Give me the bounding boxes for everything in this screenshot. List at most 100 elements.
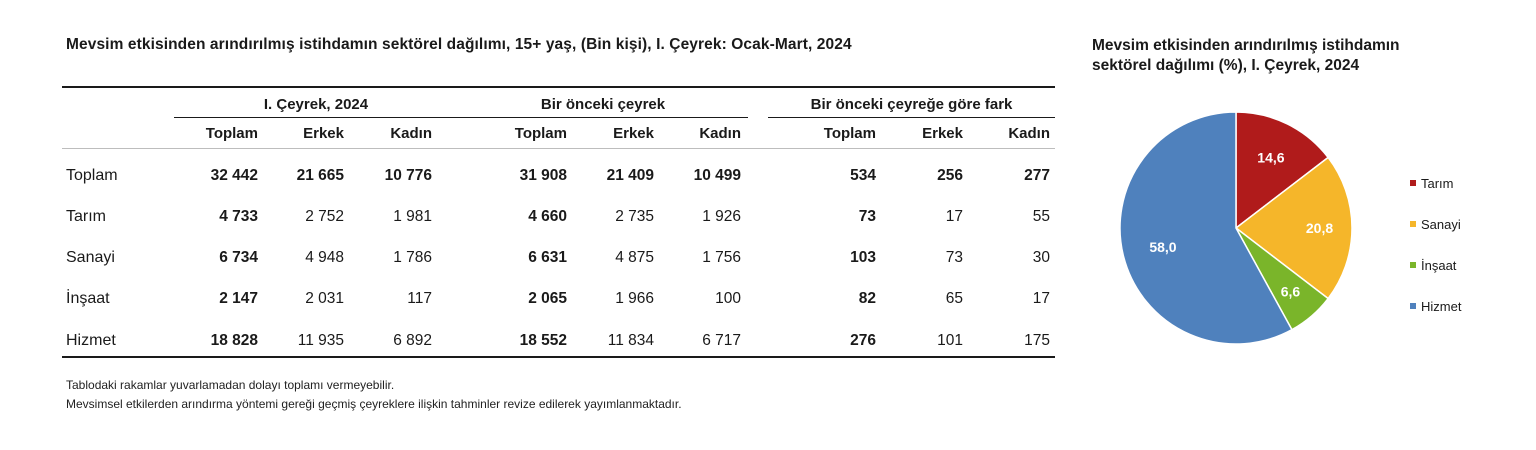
table-row: Hizmet 18 828 11 935 6 892 18 552 11 834 6 717… [62,329,1055,353]
column-header-kadin: Kadın [390,125,432,142]
table-cell: 32 442 [210,167,258,184]
table-cell: 2 031 [305,290,344,307]
table-cell: 4 875 [615,249,654,266]
table-row: Sanayi 6 734 4 948 1 786 6 631 4 875 1 756 103 7… [62,246,1055,270]
table-row: Tarım 4 733 2 752 1 981 4 660 2 735 1 926 73 17 5… [62,205,1055,229]
pie-data-label: 6,6 [1281,283,1301,299]
row-label: Sanayi [66,249,115,266]
chart-title-line: sektörel dağılımı (%), I. Çeyrek, 2024 [1092,57,1360,74]
table-title: Mevsim etkisinden arındırılmış istihdamı… [66,36,852,53]
group-header-previous-quarter: Bir önceki çeyrek [540,96,666,113]
table-cell: 1 981 [393,208,432,225]
legend-item: Sanayi [1410,215,1461,235]
column-header-toplam: Toplam [514,125,567,142]
table-cell: 30 [1032,249,1050,266]
table-cell: 17 [945,208,963,225]
column-header-toplam: Toplam [205,125,258,142]
column-header-erkek: Erkek [922,125,963,142]
column-header-erkek: Erkek [303,125,344,142]
group-underline-previous [458,117,748,118]
table-cell: 73 [858,208,876,225]
legend-swatch [1410,303,1416,309]
table-cell: 31 908 [519,167,567,184]
employment-table: I. Çeyrek, 2024 Bir önceki çeyrek Bir ön… [62,86,1055,361]
table-cell: 73 [945,249,963,266]
legend-label: Tarım [1421,176,1454,191]
table-cell: 11 834 [607,332,654,349]
table-cell: 4 733 [219,208,258,225]
table-cell: 1 926 [702,208,741,225]
legend-swatch [1410,180,1416,186]
table-top-rule [62,86,1055,88]
row-label: Toplam [66,167,118,184]
table-cell: 21 665 [296,167,344,184]
chart-legend: Tarım Sanayi İnşaat Hizmet [1410,174,1461,338]
table-cell: 6 734 [219,249,258,266]
note-line: Mevsimsel etkilerden arındırma yöntemi g… [66,397,682,411]
note-line: Tablodaki rakamlar yuvarlamadan dolayı t… [66,378,395,392]
group-underline-q1 [174,117,458,118]
table-cell: 117 [407,290,432,307]
row-label: İnşaat [66,290,110,307]
table-cell: 101 [937,332,963,349]
pie-slice-2 [1234,156,1353,300]
table-cell: 82 [858,290,876,307]
pie-data-label: 20,8 [1306,220,1333,236]
chart-title-line: Mevsim etkisinden arındırılmış istihdamı… [1092,37,1400,54]
table-cell: 55 [1032,208,1050,225]
table-cell: 21 409 [606,167,654,184]
chart-title: Mevsim etkisinden arındırılmış istihdamı… [1092,36,1400,76]
table-bottom-rule [62,356,1055,358]
legend-swatch [1410,262,1416,268]
pie-data-label: 58,0 [1149,239,1176,255]
table-notes: Tablodaki rakamlar yuvarlamadan dolayı t… [66,376,682,414]
table-cell: 534 [850,167,876,184]
legend-label: Sanayi [1421,217,1461,232]
table-cell: 276 [850,332,876,349]
pie-chart: 14,6 20,8 6,6 58,0 [1119,111,1353,345]
table-cell: 10 776 [384,167,432,184]
group-header-difference: Bir önceki çeyreğe göre fark [810,96,1013,113]
table-cell: 277 [1024,167,1050,184]
table-cell: 103 [850,249,876,266]
row-label: Tarım [66,208,106,225]
table-cell: 1 966 [615,290,654,307]
table-row: Toplam 32 442 21 665 10 776 31 908 21 409 10 4… [62,164,1055,188]
table-cell: 2 735 [615,208,654,225]
table-cell: 6 892 [393,332,432,349]
column-header-rule [62,148,1055,149]
table-cell: 6 717 [702,332,741,349]
table-cell: 6 631 [528,249,567,266]
table-cell: 10 499 [693,167,741,184]
group-header-q1-2024: I. Çeyrek, 2024 [263,96,369,113]
table-cell: 256 [937,167,963,184]
table-cell: 17 [1032,290,1050,307]
row-label: Hizmet [66,332,116,349]
column-header-toplam: Toplam [823,125,876,142]
table-cell: 2 752 [305,208,344,225]
legend-item: İnşaat [1410,256,1461,276]
pie-slice-4 [1119,111,1293,345]
table-cell: 4 660 [528,208,567,225]
legend-item: Hizmet [1410,297,1461,317]
table-cell: 2 065 [528,290,567,307]
table-cell: 1 756 [702,249,741,266]
column-header-kadin: Kadın [699,125,741,142]
table-cell: 175 [1024,332,1050,349]
table-cell: 4 948 [305,249,344,266]
table-cell: 11 935 [297,332,344,349]
table-row: İnşaat 2 147 2 031 117 2 065 1 966 100 82 65 17 [62,287,1055,311]
pie-data-label: 14,6 [1257,149,1284,165]
legend-label: İnşaat [1421,258,1457,273]
table-cell: 65 [945,290,963,307]
table-cell: 2 147 [219,290,258,307]
legend-label: Hizmet [1421,299,1462,314]
legend-swatch [1410,221,1416,227]
table-cell: 100 [715,290,741,307]
legend-item: Tarım [1410,174,1461,194]
table-cell: 18 552 [519,332,567,349]
table-cell: 1 786 [393,249,432,266]
column-header-erkek: Erkek [613,125,654,142]
column-header-kadin: Kadın [1008,125,1050,142]
table-cell: 18 828 [210,332,258,349]
